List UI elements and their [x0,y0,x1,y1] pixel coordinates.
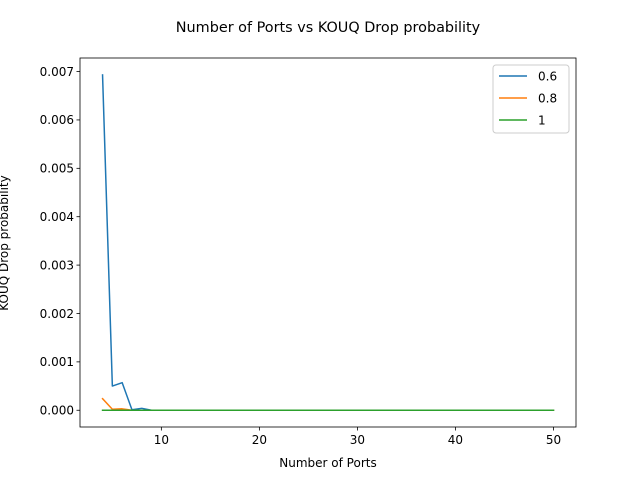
plot-frame [79,57,577,428]
series-line-0 [101,74,555,412]
legend: 0.6 0.8 1 [492,64,570,134]
y-tick-label: 0.006 [40,113,74,127]
y-tick-label: 0.003 [40,258,74,272]
legend-box [492,64,570,134]
x-tick-label: 40 [448,433,463,447]
y-axis-label: KOUQ Drop probability [0,175,11,310]
legend-label: 0.8 [538,91,557,105]
y-axis: 0.000 0.001 0.002 0.003 0.004 0.005 0.006 0.007 [40,65,80,418]
y-tick-label: 0.000 [40,404,74,418]
x-tick-label: 20 [252,433,267,447]
series-line-1 [101,397,555,412]
x-tick-label: 50 [546,433,561,447]
x-axis: 10 20 30 40 50 [154,427,561,447]
series-layer [101,74,555,412]
y-tick-label: 0.002 [40,307,74,321]
x-axis-label: Number of Ports [279,456,376,470]
y-tick-label: 0.007 [40,65,74,79]
chart-title: Number of Ports vs KOUQ Drop probability [176,20,481,36]
y-tick-label: 0.001 [40,355,74,369]
y-tick-label: 0.005 [40,162,74,176]
legend-label: 0.6 [538,69,557,83]
x-tick-label: 10 [154,433,169,447]
x-tick-label: 30 [350,433,365,447]
legend-label: 1 [538,113,546,127]
y-tick-label: 0.004 [40,210,74,224]
plot-area [79,57,577,428]
